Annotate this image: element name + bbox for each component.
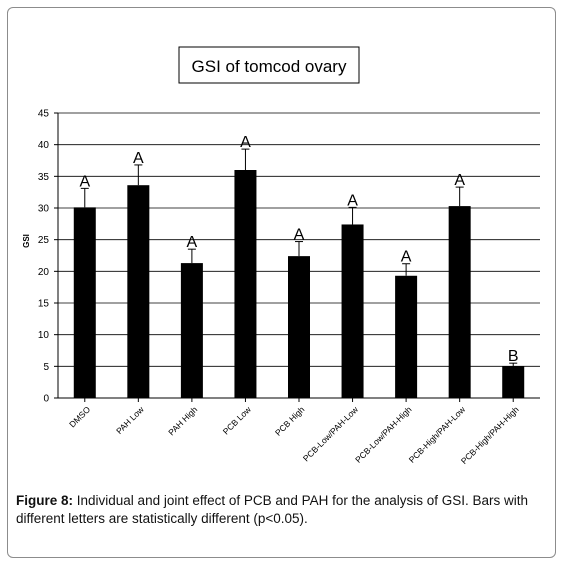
significance-letter: A [347, 192, 358, 209]
y-tick-label: 10 [38, 330, 50, 341]
x-tick-label: PCB-Low/PAH-Low [301, 404, 361, 464]
significance-letter: A [79, 173, 90, 190]
y-tick-label: 15 [38, 299, 50, 310]
y-axis-label: GSI [22, 234, 31, 248]
caption-text: Individual and joint effect of PCB and P… [16, 493, 529, 526]
significance-letter: A [240, 134, 251, 151]
x-tick-label: PAH High [166, 404, 199, 437]
caption-label: Figure 8: [16, 493, 74, 508]
significance-letter: A [294, 227, 305, 244]
bar [180, 263, 203, 398]
y-tick-label: 35 [38, 172, 50, 183]
x-tick-label: PCB-Low/PAH-High [353, 404, 414, 465]
bar [502, 366, 525, 398]
bars: A A A A A A A A B [73, 134, 525, 398]
significance-letter: B [508, 348, 519, 365]
significance-letter: A [187, 234, 198, 251]
bar [341, 224, 364, 398]
figure-caption: Figure 8: Individual and joint effect of… [16, 492, 550, 528]
x-tick-label: PCB-High/PAH-Low [407, 404, 468, 465]
y-tick-label: 5 [43, 362, 49, 373]
chart-title-box [178, 46, 360, 84]
bar [448, 206, 471, 398]
x-tick-label: PCB Low [221, 404, 254, 437]
y-tick-label: 0 [43, 394, 49, 405]
bar [73, 207, 96, 398]
y-tick-label: 25 [38, 235, 50, 246]
bar [395, 275, 418, 398]
bar [288, 256, 310, 398]
significance-letter: A [401, 249, 412, 266]
chart-title: GSI of tomcod ovary [192, 57, 347, 76]
x-tick-label: PAH Low [114, 404, 146, 436]
y-tick-label: 45 [38, 109, 50, 120]
significance-letter: A [133, 150, 144, 167]
bar [234, 170, 257, 398]
bar [127, 185, 150, 398]
x-tick-label: PCB High [273, 404, 307, 438]
y-tick-label: 20 [38, 267, 50, 278]
y-tick-labels: 0 5 10 15 20 25 30 35 40 45 [38, 109, 58, 405]
x-tick-label: PCB-High/PAH-High [459, 404, 521, 466]
y-tick-label: 30 [38, 204, 50, 215]
y-tick-label: 40 [38, 140, 50, 151]
x-tick-labels: DMSO PAH Low PAH High PCB Low PCB HighPCB-Lo… [67, 398, 521, 466]
bar-chart: GSI of tomcod ovary GSI 0 5 10 15 20 25 30 35 40… [22, 46, 540, 466]
significance-letter: A [454, 172, 465, 189]
x-tick-label: DMSO [67, 404, 92, 429]
